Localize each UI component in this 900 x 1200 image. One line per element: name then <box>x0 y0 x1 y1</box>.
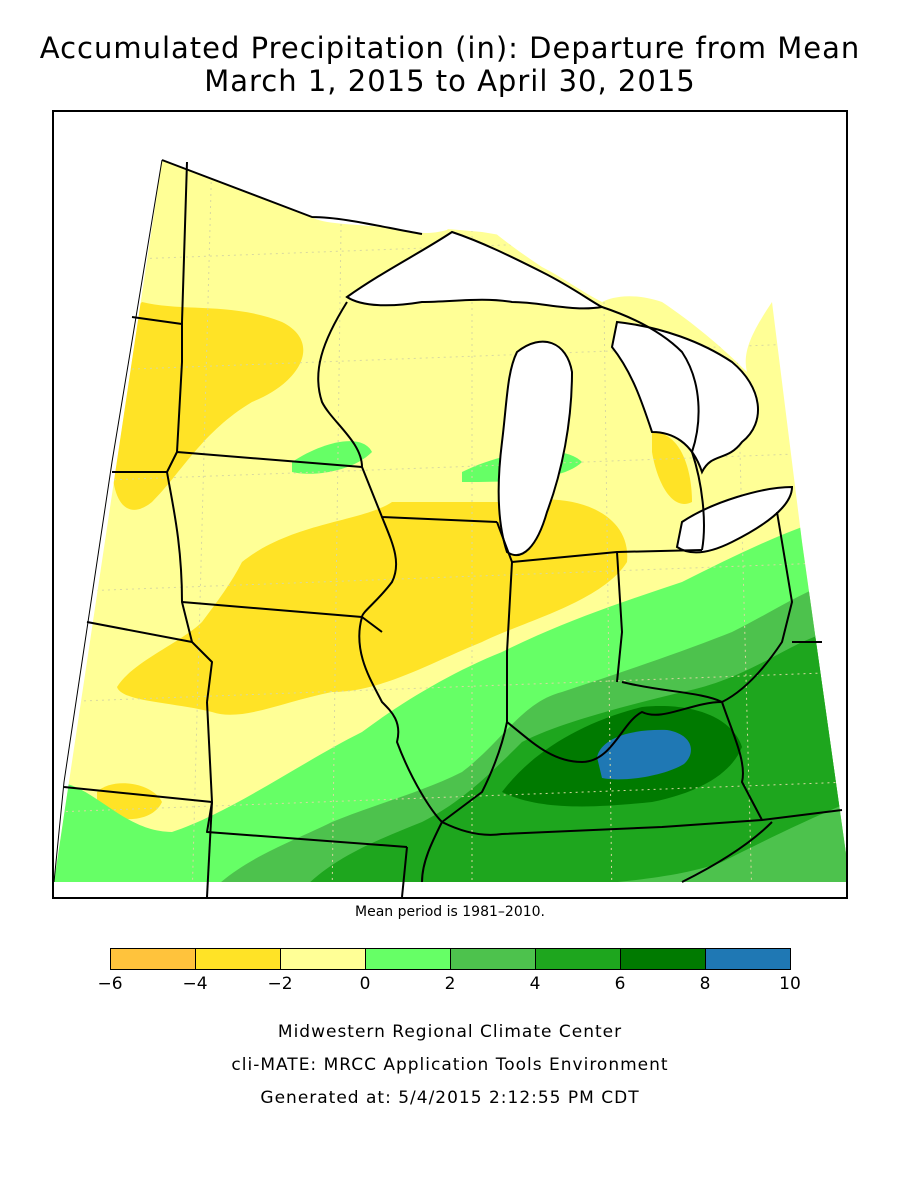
border-sd-ne <box>166 471 213 703</box>
legend-swatch <box>280 948 366 970</box>
border-mn-wi <box>317 301 363 468</box>
credit-organization: Midwestern Regional Climate Center <box>277 1022 623 1042</box>
great-lakes <box>345 230 794 557</box>
legend-tick-label: 6 <box>614 974 626 994</box>
legend-swatch <box>535 948 621 970</box>
border-ne-ks <box>86 621 193 643</box>
border-ok-west <box>206 801 213 897</box>
lat-lon-grid <box>54 160 846 882</box>
legend-swatch <box>450 948 536 970</box>
border-nd-sd <box>131 316 183 325</box>
legend-tick-label: 2 <box>444 974 456 994</box>
credit-generated: Generated at: 5/4/2015 2:12:55 PM CDT <box>260 1088 640 1108</box>
legend-tick-label: 8 <box>699 974 711 994</box>
precip-field-yellow <box>97 302 692 820</box>
border-in-ky <box>506 701 723 763</box>
legend-swatch <box>365 948 451 970</box>
border-va-nc <box>681 821 773 883</box>
legend-tick-label: −4 <box>182 974 208 994</box>
border-co-ks <box>63 786 213 803</box>
border-ks-ok <box>206 701 408 848</box>
border-il-in <box>441 521 513 823</box>
legend-tick-label: 0 <box>359 974 371 994</box>
border-il-west <box>358 516 443 823</box>
border-ky-tn <box>441 809 843 836</box>
map-panel <box>52 110 848 899</box>
border-ar-mo <box>401 846 408 897</box>
legend-tick-label: 10 <box>779 974 801 994</box>
lake-superior <box>345 230 606 310</box>
legend-swatch <box>110 948 196 970</box>
border-oh-pa <box>621 511 793 703</box>
border-mi-lower <box>601 306 705 551</box>
credit-tool: cli-MATE: MRCC Application Tools Environ… <box>231 1055 669 1075</box>
lake-michigan <box>497 340 574 557</box>
outside-domain <box>162 150 846 372</box>
mean-period-note: Mean period is 1981–2010. <box>355 904 545 920</box>
legend-tick-label: −2 <box>267 974 293 994</box>
legend-tick-label: −6 <box>97 974 123 994</box>
border-mi-oh <box>616 549 703 553</box>
color-legend: −6 −4 −2 0 2 4 6 8 10 <box>97 948 801 1008</box>
lake-huron <box>610 320 759 475</box>
legend-swatch <box>620 948 706 970</box>
legend-swatch <box>705 948 791 970</box>
state-boundaries <box>63 159 843 897</box>
precip-field-blue <box>597 729 691 780</box>
legend-swatch <box>195 948 281 970</box>
border-nd-mn <box>176 161 188 453</box>
border-ky-wv <box>721 701 763 821</box>
lake-erie <box>675 485 794 554</box>
map-date-range: March 1, 2015 to April 30, 2015 <box>204 64 696 98</box>
border-tn-ar <box>421 821 443 883</box>
map-title: Accumulated Precipitation (in): Departur… <box>39 31 861 65</box>
domain-edge-west <box>54 159 163 883</box>
border-in-mi-oh <box>511 551 623 683</box>
legend-tick-label: 4 <box>529 974 541 994</box>
